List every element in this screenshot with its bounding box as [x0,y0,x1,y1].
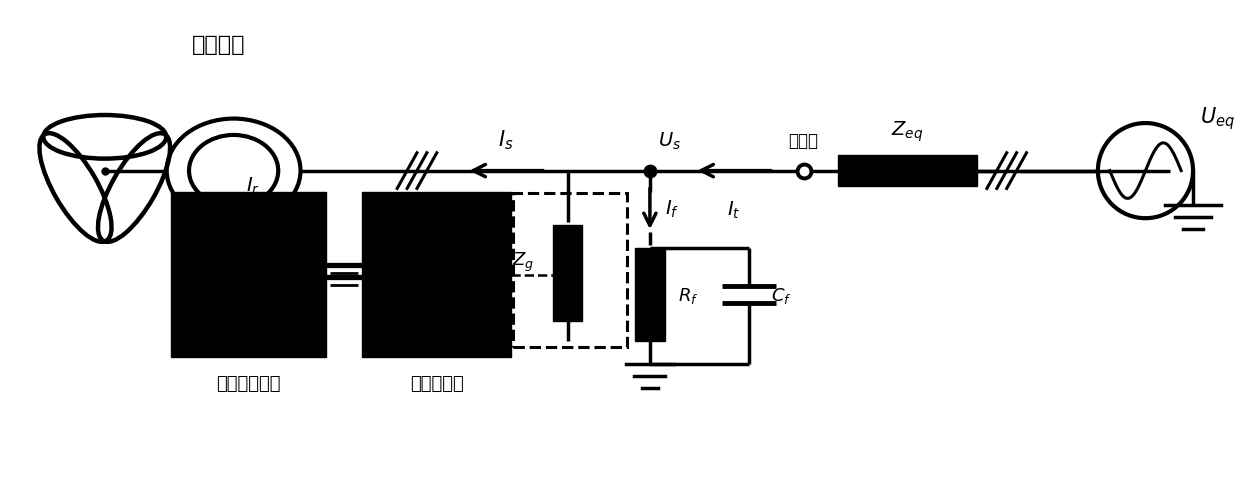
Text: $I_r$: $I_r$ [245,176,260,197]
Bar [171,193,326,357]
Text: 双馈风机: 双馈风机 [192,35,245,55]
Text: $I_s$: $I_s$ [498,128,514,152]
Text: $Z_g$: $Z_g$ [512,250,534,273]
Text: $Z_{eq}$: $Z_{eq}$ [891,119,924,144]
Text: 转子侧控制器: 转子侧控制器 [217,374,281,392]
Bar [636,249,665,341]
Text: $I_t$: $I_t$ [727,199,741,220]
Text: $R_f$: $R_f$ [678,285,699,305]
Bar [513,194,627,348]
Text: 网侧控制器: 网侧控制器 [410,374,463,392]
Bar [363,193,512,357]
Text: $C_f$: $C_f$ [771,285,792,305]
Text: 并网点: 并网点 [788,132,819,149]
Bar [839,156,978,187]
Bar [553,226,582,322]
Text: $I_f$: $I_f$ [665,198,679,219]
Text: $U_s$: $U_s$ [658,130,681,152]
Text: $U_{eq}$: $U_{eq}$ [1201,105,1235,132]
Text: +: + [301,252,316,270]
